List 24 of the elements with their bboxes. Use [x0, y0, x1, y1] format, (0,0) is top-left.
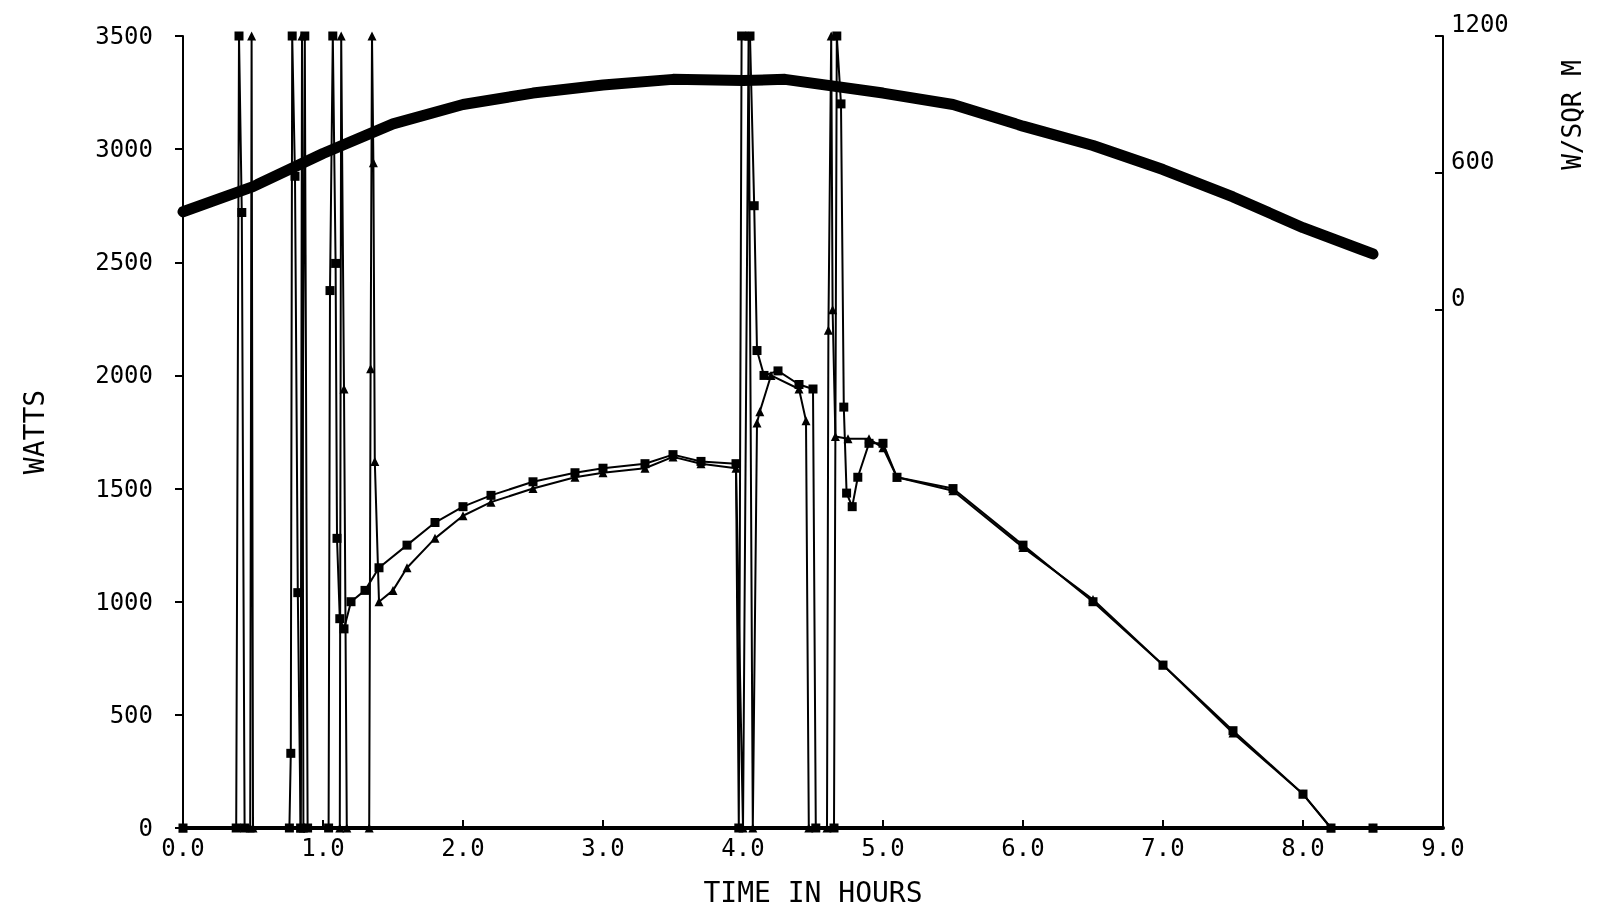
y-tick-label: 3500 [95, 22, 153, 50]
x-tick-label: 4.0 [721, 834, 765, 862]
x-tick-label: 2.0 [441, 834, 485, 862]
y-tick-label: 500 [109, 700, 153, 729]
x-tick-label: 6.0 [1001, 834, 1045, 862]
y2-tick-label: 0 [1451, 283, 1466, 312]
x-tick-label: 9.0 [1421, 834, 1465, 862]
y2-tick-label: 600 [1451, 146, 1495, 175]
y-tick-label: 0 [138, 814, 153, 842]
x-tick-label: 1.0 [301, 834, 345, 862]
y-tick-label: 3000 [95, 135, 153, 164]
x-tick-label: 5.0 [861, 834, 905, 862]
y2-tick-label: 1200 [1451, 10, 1509, 38]
x-tick-label: 3.0 [581, 834, 625, 862]
y2-axis-title: W/SQR M [1557, 60, 1587, 170]
x-axis-title: TIME IN HOURS [703, 875, 923, 909]
x-tick-label: 7.0 [1141, 834, 1185, 862]
y-axis-title: WATTS [17, 389, 51, 475]
y-tick-label: 2500 [95, 248, 153, 277]
y-tick-label: 1000 [95, 587, 153, 616]
y-tick-label: 1500 [95, 474, 153, 503]
x-tick-label: 8.0 [1281, 834, 1325, 862]
y-tick-label: 2000 [95, 361, 153, 390]
x-tick-label: 0.0 [161, 834, 205, 862]
